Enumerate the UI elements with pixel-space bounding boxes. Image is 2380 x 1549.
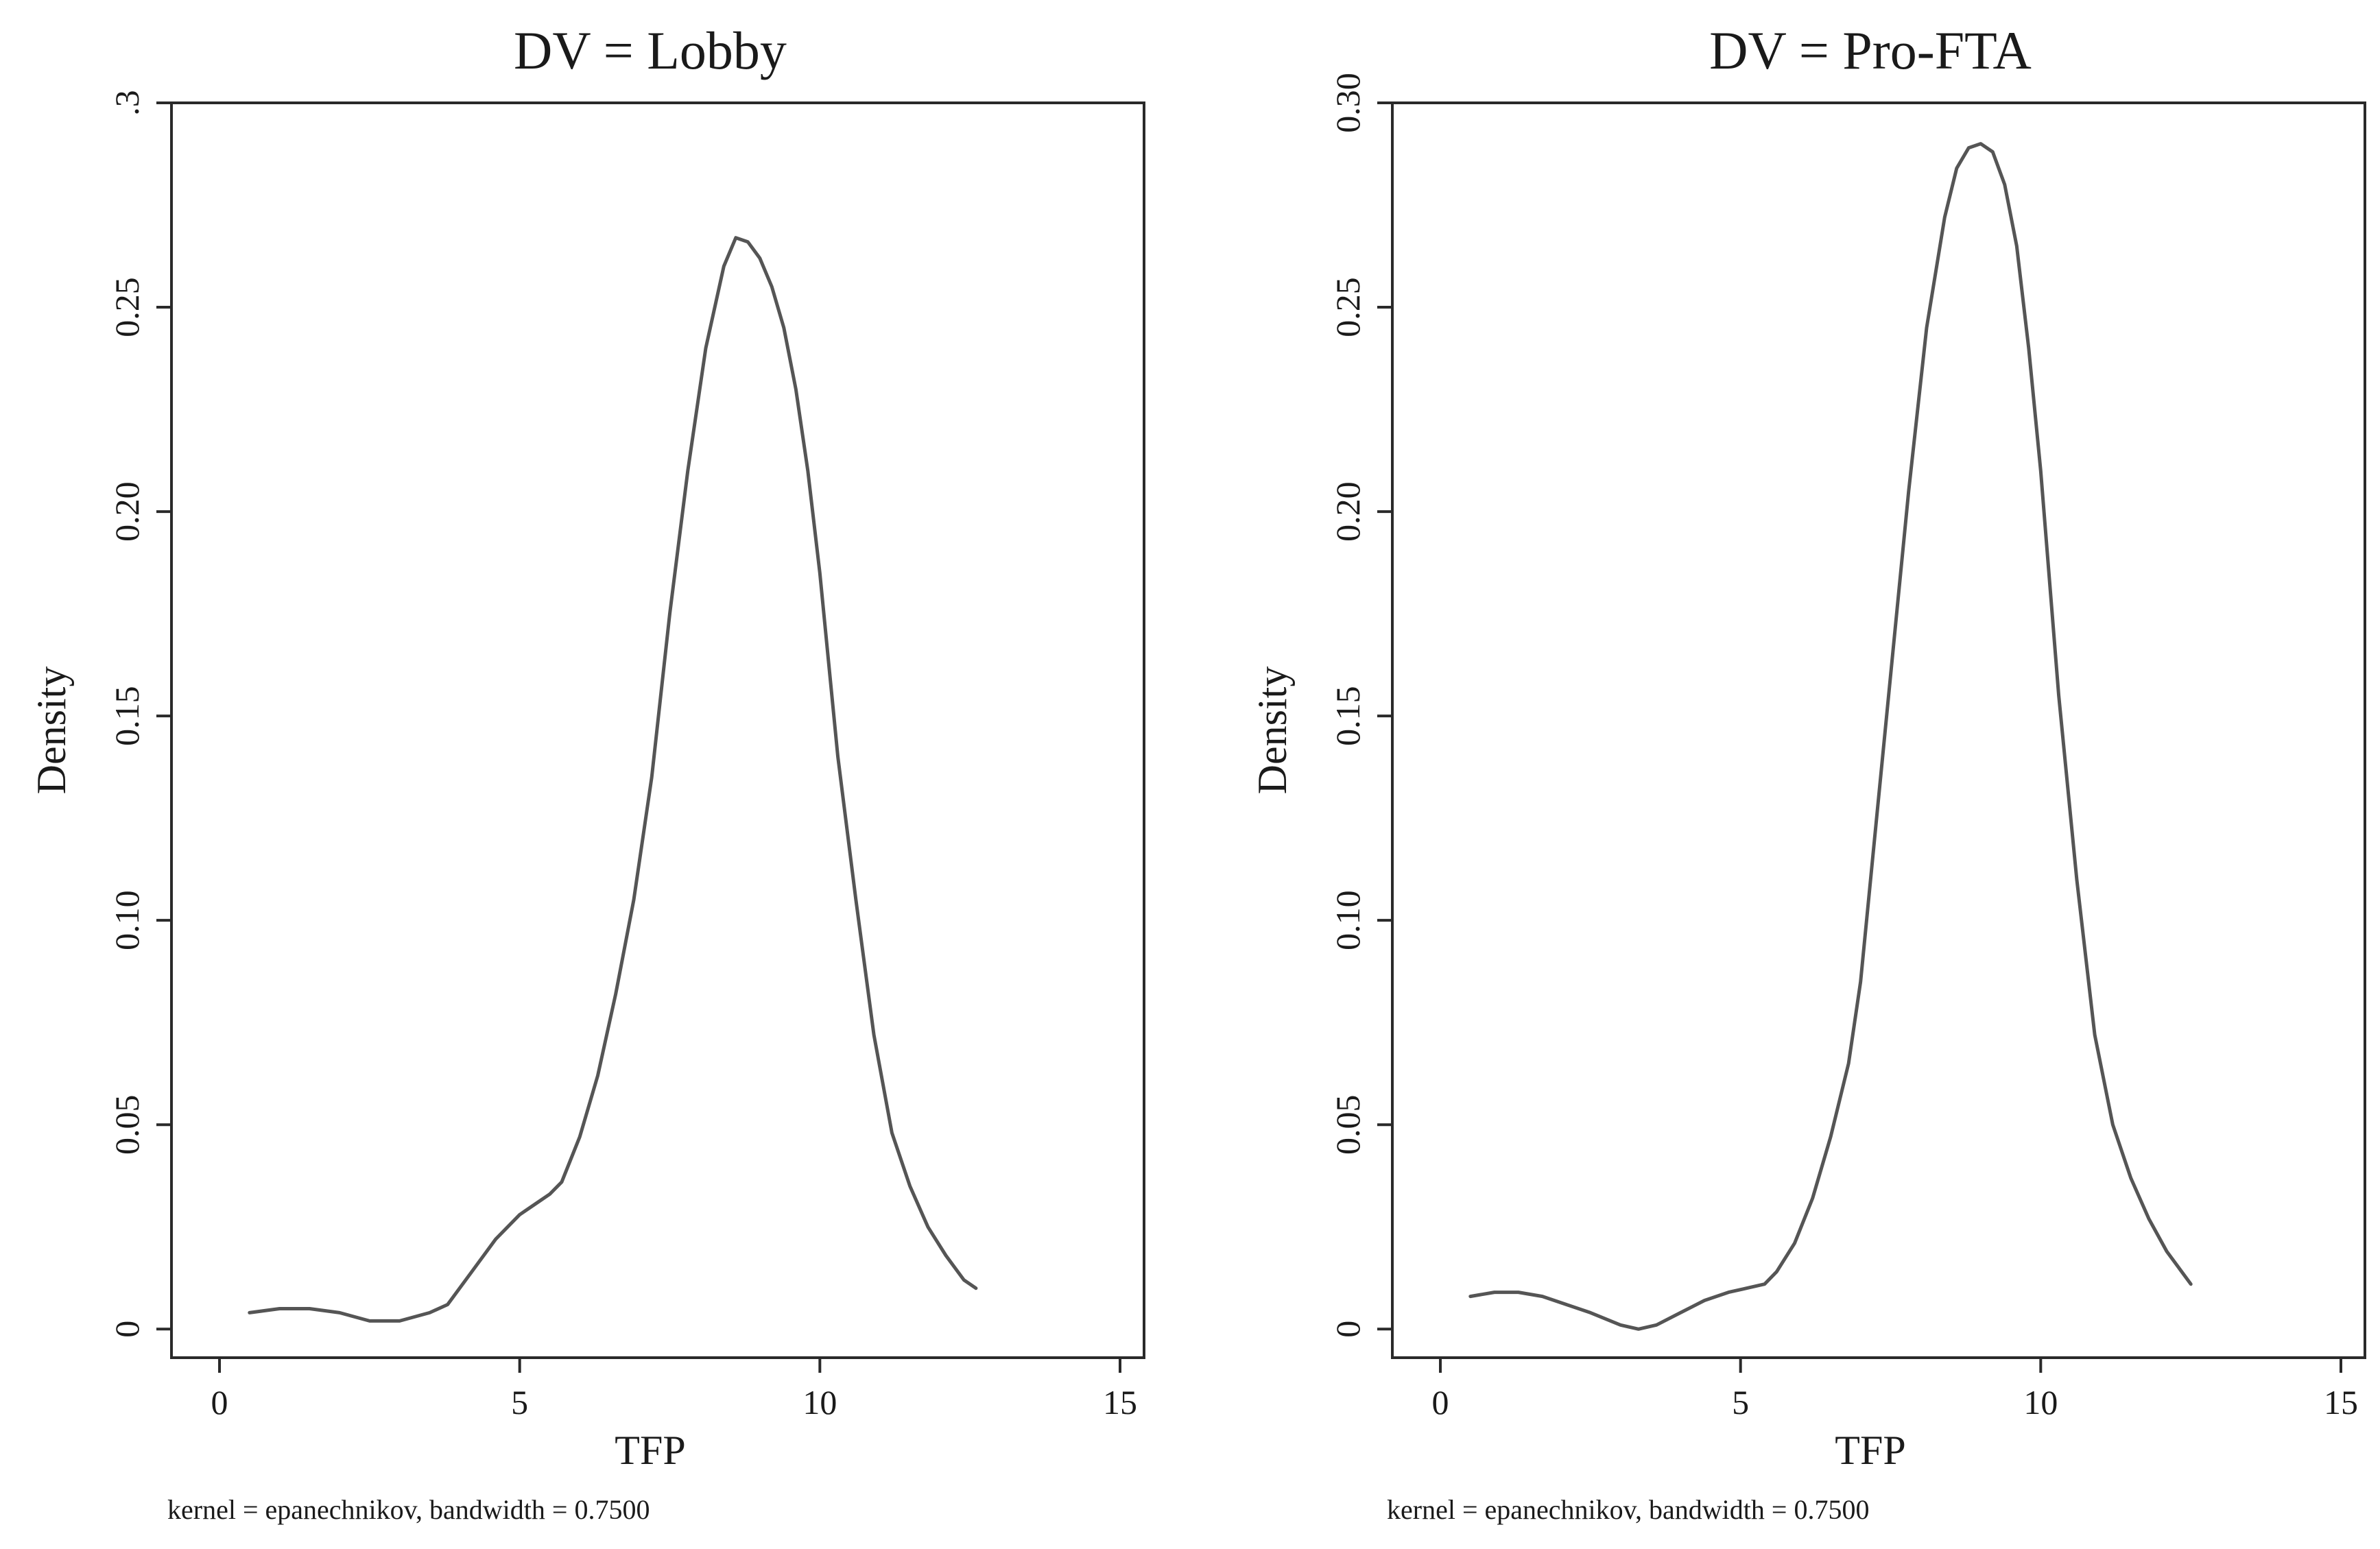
x-tick-label: 5 <box>511 1383 528 1421</box>
x-tick-label: 15 <box>2324 1383 2358 1421</box>
x-tick-label: 0 <box>1432 1383 1449 1421</box>
y-tick-label: 0.25 <box>108 277 146 337</box>
x-axis-label: TFP <box>615 1428 685 1473</box>
plot-frame <box>1391 101 2366 1359</box>
y-tick-label: 0.20 <box>1329 481 1367 542</box>
x-axis-label: TFP <box>1835 1428 1905 1473</box>
axis-ticks: 0 5 10 15 0 0.05 0.10 0.15 0.20 0.25 0.30 <box>1329 73 2358 1421</box>
y-axis-label: Density <box>1250 667 1295 795</box>
kernel-note: kernel = epanechnikov, bandwidth = 0.750… <box>1387 1494 1869 1525</box>
x-tick-label: 15 <box>1103 1383 1137 1421</box>
panel-pro-fta: DV = Pro-FTA Density TFP kernel = epanec… <box>1250 21 2366 1525</box>
y-tick-label: 0.15 <box>1329 686 1367 746</box>
x-tick-label: 10 <box>802 1383 837 1421</box>
y-tick-label: 0.05 <box>108 1094 146 1155</box>
kernel-note: kernel = epanechnikov, bandwidth = 0.750… <box>167 1494 650 1525</box>
density-curve <box>248 236 978 1323</box>
x-tick-label: 10 <box>2023 1383 2058 1421</box>
panel-lobby: DV = Lobby Density TFP kernel = epanechn… <box>29 21 1145 1525</box>
y-tick-label: .3 <box>108 90 146 116</box>
y-tick-label: 0 <box>108 1321 146 1338</box>
y-tick-label: 0.05 <box>1329 1094 1367 1155</box>
y-tick-label: 0.20 <box>108 481 146 542</box>
y-tick-label: 0.10 <box>1329 890 1367 950</box>
x-tick-label: 0 <box>211 1383 228 1421</box>
x-tick-label: 5 <box>1732 1383 1749 1421</box>
chart-title: DV = Lobby <box>514 21 787 80</box>
y-tick-label: 0.25 <box>1329 277 1367 337</box>
y-tick-label: 0.10 <box>108 890 146 950</box>
y-tick-label: 0.15 <box>108 686 146 746</box>
y-tick-label: 0.30 <box>1329 73 1367 133</box>
axis-ticks: 0 5 10 15 0 0.05 0.10 0.15 0.20 0.25 .3 <box>108 90 1137 1421</box>
y-axis-label: Density <box>29 667 74 795</box>
y-tick-label: 0 <box>1329 1321 1367 1338</box>
density-curve <box>1468 142 2193 1331</box>
chart-title: DV = Pro-FTA <box>1709 21 2032 80</box>
